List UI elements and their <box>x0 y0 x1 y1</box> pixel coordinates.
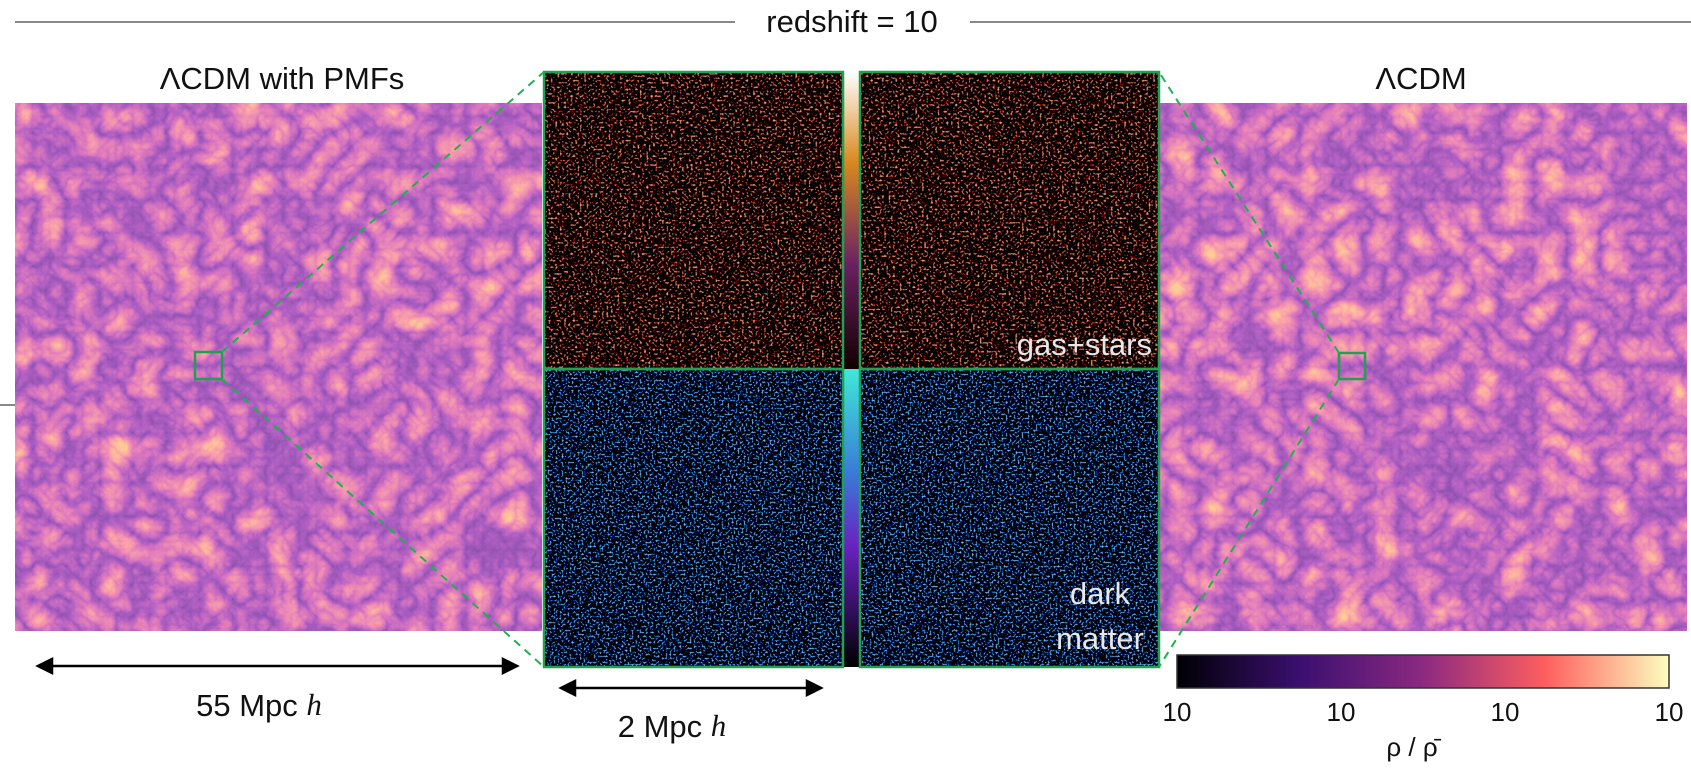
colorbar-tick-label: 10 <box>1491 697 1520 727</box>
scale-label: 2 Mpc h <box>618 708 727 744</box>
scale-value: 55 Mpc <box>196 688 298 723</box>
panel-title: ΛCDM <box>1375 61 1466 96</box>
colorbar-label: ρ / ρ̄ <box>1386 732 1441 762</box>
zoom-image <box>860 72 1159 369</box>
colorbar <box>1177 655 1669 688</box>
scale-label: 55 Mpc h <box>196 687 322 723</box>
colorbar-strip <box>843 72 860 369</box>
figure: redshift = 10 ΛCDM with PMFs ΛCDM gas+st… <box>0 0 1691 771</box>
scale-unit: h <box>711 708 727 743</box>
sim-image <box>15 103 542 631</box>
zoom-image <box>544 72 843 369</box>
colorbar-tick-label: 10 <box>1163 697 1192 727</box>
panel-title: ΛCDM with PMFs <box>160 61 405 96</box>
title: redshift = 10 <box>766 4 937 39</box>
panel-label: gas+stars <box>1017 327 1152 362</box>
zoom-image <box>544 369 843 667</box>
scale-value: 2 Mpc <box>618 709 702 744</box>
colorbar-tick-label: 10 <box>1327 697 1356 727</box>
colorbar-tick-label: 10 <box>1655 697 1684 727</box>
sim-image <box>1159 103 1687 631</box>
panel-label: dark <box>1070 576 1131 611</box>
scale-unit: h <box>306 687 322 722</box>
panel-label: matter <box>1056 621 1144 656</box>
colorbar-strip <box>843 369 860 667</box>
